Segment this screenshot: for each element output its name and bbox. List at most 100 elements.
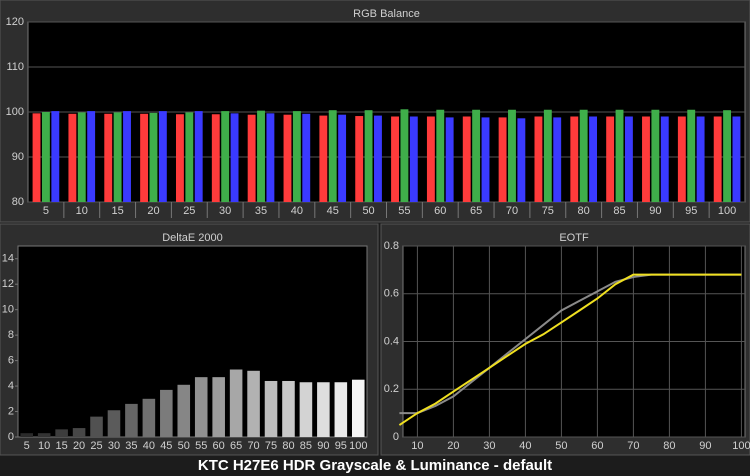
- bar: [624, 116, 633, 202]
- bar: [257, 110, 265, 202]
- bar: [677, 116, 686, 202]
- chart-title: DeltaE 2000: [162, 232, 223, 244]
- x-tick-label: 20: [73, 440, 85, 452]
- x-tick-label: 75: [542, 205, 554, 217]
- bar: [149, 112, 158, 202]
- x-tick-label: 90: [317, 440, 329, 452]
- bar: [211, 114, 220, 202]
- y-tick-label: 10: [2, 304, 14, 316]
- bar: [212, 377, 225, 437]
- x-tick-label: 60: [213, 440, 225, 452]
- bar: [283, 114, 292, 202]
- x-tick-label: 45: [160, 440, 172, 452]
- bar: [713, 116, 722, 202]
- bar: [55, 429, 68, 437]
- x-tick-label: 40: [291, 205, 303, 217]
- bar: [90, 416, 103, 437]
- bar: [481, 117, 490, 202]
- bar: [77, 112, 86, 202]
- x-tick-label: 50: [555, 440, 567, 452]
- bar: [319, 115, 328, 202]
- bar: [41, 112, 50, 202]
- bar: [517, 118, 526, 202]
- bar: [87, 111, 96, 202]
- y-tick-label: 0.4: [384, 335, 399, 347]
- bar: [160, 389, 173, 437]
- bar: [32, 113, 41, 202]
- y-tick-label: 4: [8, 380, 14, 392]
- bar: [37, 433, 51, 437]
- bar: [400, 109, 409, 202]
- bar: [230, 113, 239, 202]
- x-tick-label: 15: [112, 205, 124, 217]
- x-tick-label: 35: [255, 205, 267, 217]
- x-tick-label: 60: [434, 205, 446, 217]
- bar: [579, 109, 588, 202]
- bar: [104, 113, 113, 202]
- x-tick-label: 85: [300, 440, 312, 452]
- y-tick-label: 0.2: [384, 383, 399, 395]
- bar: [334, 382, 348, 437]
- y-tick-label: 90: [12, 151, 24, 163]
- bar: [299, 382, 313, 437]
- y-tick-label: 100: [6, 106, 24, 118]
- bar: [229, 369, 243, 437]
- x-tick-label: 5: [24, 440, 30, 452]
- bar: [355, 116, 364, 202]
- x-tick-label: 45: [327, 205, 339, 217]
- y-tick-label: 14: [2, 253, 14, 265]
- bar: [266, 113, 275, 202]
- bar: [185, 112, 194, 202]
- bar: [317, 382, 330, 437]
- y-tick-label: 110: [6, 61, 24, 73]
- bar: [426, 116, 435, 202]
- bar: [570, 116, 579, 202]
- x-tick-label: 35: [125, 440, 137, 452]
- x-tick-label: 95: [685, 205, 697, 217]
- bar: [687, 109, 696, 202]
- x-tick-label: 40: [519, 440, 531, 452]
- bar: [302, 113, 311, 202]
- x-tick-label: 10: [38, 440, 50, 452]
- bar: [177, 384, 191, 437]
- bar: [123, 111, 131, 202]
- x-tick-label: 70: [627, 440, 639, 452]
- y-tick-label: 0.8: [384, 240, 399, 252]
- y-tick-label: 0: [8, 431, 14, 443]
- x-tick-label: 30: [108, 440, 120, 452]
- bar: [445, 117, 454, 202]
- bar: [696, 116, 705, 202]
- x-tick-label: 60: [591, 440, 603, 452]
- x-tick-label: 15: [56, 440, 68, 452]
- bar: [498, 117, 507, 202]
- bar: [436, 109, 445, 202]
- y-tick-label: 6: [8, 355, 14, 367]
- bar: [723, 110, 732, 202]
- bar: [292, 111, 301, 202]
- bar: [125, 403, 138, 437]
- bar: [113, 112, 122, 202]
- x-tick-label: 50: [178, 440, 190, 452]
- bar: [328, 110, 337, 202]
- x-tick-label: 100: [718, 205, 736, 217]
- bar: [472, 109, 481, 202]
- y-tick-label: 0.6: [384, 288, 399, 300]
- bar: [247, 114, 256, 202]
- bar: [543, 109, 552, 202]
- bar: [660, 116, 669, 202]
- x-tick-label: 90: [699, 440, 711, 452]
- x-tick-label: 10: [76, 205, 88, 217]
- bar: [194, 111, 203, 202]
- bar: [615, 109, 624, 202]
- bar: [338, 114, 347, 202]
- bar: [364, 110, 373, 202]
- bar: [68, 113, 77, 202]
- bar: [51, 111, 60, 202]
- bar: [606, 116, 615, 202]
- bar: [651, 109, 660, 202]
- x-tick-label: 80: [282, 440, 294, 452]
- bar: [553, 117, 562, 202]
- x-tick-label: 70: [247, 440, 259, 452]
- x-tick-label: 85: [613, 205, 625, 217]
